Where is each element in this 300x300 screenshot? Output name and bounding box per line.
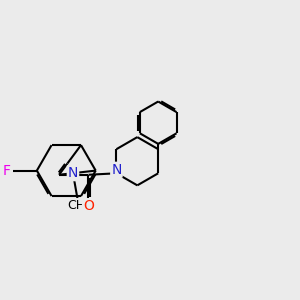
Text: N: N	[68, 166, 78, 180]
Text: CH₃: CH₃	[67, 199, 90, 212]
Text: N: N	[111, 163, 122, 177]
Text: O: O	[83, 199, 94, 213]
Text: F: F	[3, 164, 11, 178]
